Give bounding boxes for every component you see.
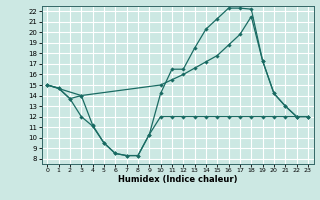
X-axis label: Humidex (Indice chaleur): Humidex (Indice chaleur) [118,175,237,184]
